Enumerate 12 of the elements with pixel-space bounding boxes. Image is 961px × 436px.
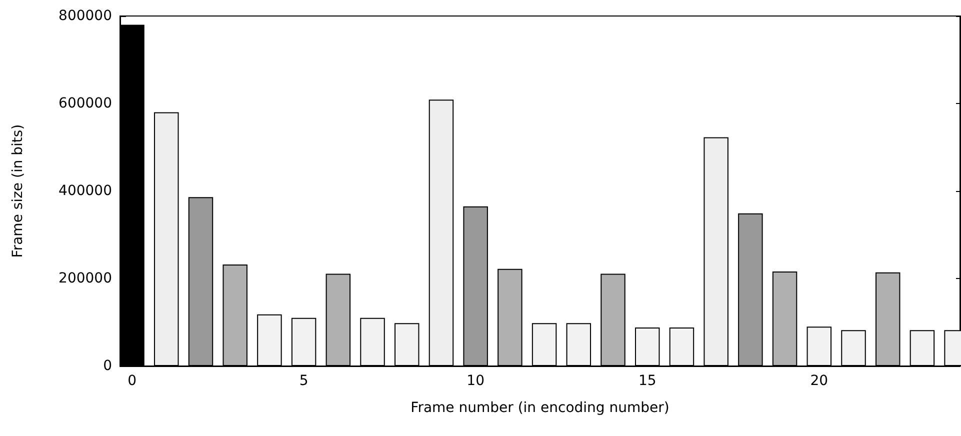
y-tick-label: 600000	[58, 96, 112, 112]
y-tick-label: 0	[103, 358, 112, 374]
y-tick-label: 400000	[58, 183, 112, 199]
x-axis-title: Frame number (in encoding number)	[410, 400, 670, 416]
x-tick-label: 0	[128, 373, 136, 389]
x-tick-label: 5	[299, 373, 308, 389]
x-tick-label: 20	[810, 373, 828, 389]
y-tick-label: 800000	[58, 8, 112, 24]
y-tick-label: 200000	[58, 270, 112, 286]
x-tick-label: 15	[638, 373, 656, 389]
x-tick-label: 10	[466, 373, 484, 389]
y-axis-title: Frame size (in bits)	[10, 124, 26, 258]
